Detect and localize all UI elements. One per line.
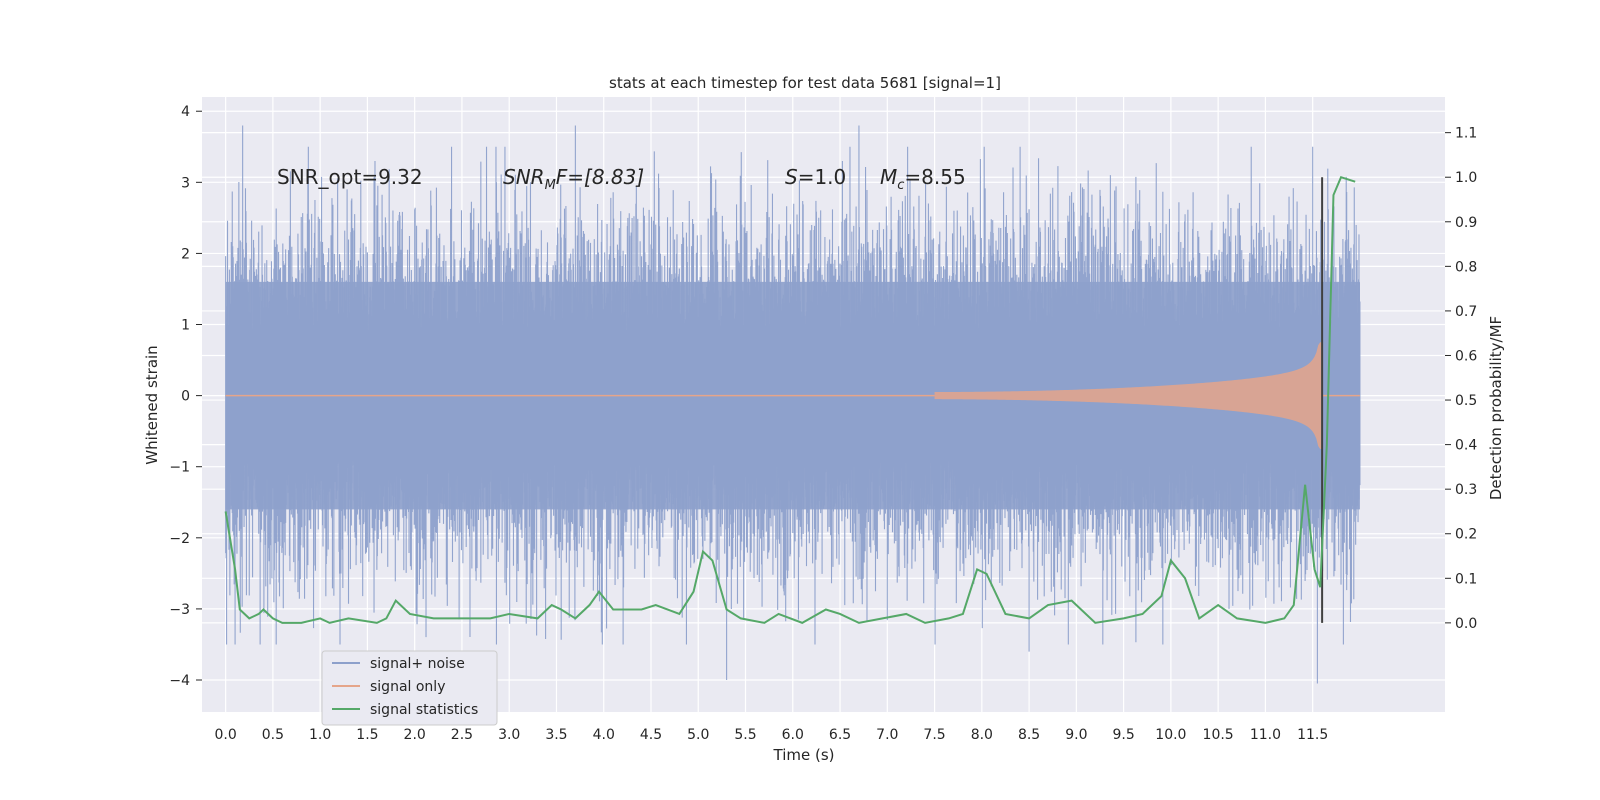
y2-tick-label: 0.3 xyxy=(1455,482,1477,498)
y-tick-label: 1 xyxy=(181,318,190,334)
x-tick-label: 10.5 xyxy=(1203,727,1234,743)
y-tick-label: −4 xyxy=(169,673,190,689)
x-tick-label: 4.0 xyxy=(593,727,615,743)
y2-axis-label: Detection probability/MF xyxy=(1487,316,1505,500)
x-tick-label: 11.0 xyxy=(1250,727,1281,743)
legend-label-signal-statistics: signal statistics xyxy=(370,702,478,718)
annotation-s: S=1.0 xyxy=(785,165,846,189)
y-axis-ticks: 4 3 2 1 0 −1 −2 −3 −4 xyxy=(169,104,202,689)
annotation-snr-mf-rest: F=[8.83] xyxy=(556,165,644,189)
x-tick-label: 11.5 xyxy=(1297,727,1328,743)
y2-tick-label: 1.0 xyxy=(1455,170,1477,186)
legend-box xyxy=(321,650,498,726)
y-axis-label: Whitened strain xyxy=(143,345,161,464)
x-tick-label: 6.0 xyxy=(782,727,804,743)
y-tick-label: −1 xyxy=(169,460,190,476)
legend: signal+ noise signal only signal statist… xyxy=(321,650,498,726)
x-tick-label: 2.5 xyxy=(451,727,473,743)
x-tick-label: 8.0 xyxy=(971,727,993,743)
x-tick-label: 6.5 xyxy=(829,727,851,743)
annotation-mc-sub: c xyxy=(897,178,904,193)
x-tick-label: 7.5 xyxy=(923,727,945,743)
annotation-mc-label: M xyxy=(880,165,897,189)
y2-tick-label: 0.8 xyxy=(1455,259,1477,275)
x-tick-label: 2.0 xyxy=(404,727,426,743)
y2-tick-label: 0.1 xyxy=(1455,571,1477,587)
signal-chirp xyxy=(934,342,1323,449)
x-tick-label: 1.0 xyxy=(309,727,331,743)
x-tick-label: 10.0 xyxy=(1155,727,1186,743)
annotation-snr-opt: SNR_opt=9.32 xyxy=(277,165,423,189)
x-tick-label: 0.5 xyxy=(262,727,284,743)
legend-label-signal-only: signal only xyxy=(370,679,445,695)
x-tick-label: 9.0 xyxy=(1065,727,1087,743)
x-tick-label: 7.0 xyxy=(876,727,898,743)
annotation-s-label: S xyxy=(785,165,798,189)
x-tick-label: 3.0 xyxy=(498,727,520,743)
x-tick-label: 5.5 xyxy=(734,727,756,743)
x-tick-label: 8.5 xyxy=(1018,727,1040,743)
annotation-s-value: =1.0 xyxy=(798,165,847,189)
x-tick-label: 4.5 xyxy=(640,727,662,743)
x-tick-label: 5.0 xyxy=(687,727,709,743)
annotation-snr-mf-sub: M xyxy=(545,178,556,193)
y-tick-label: −2 xyxy=(169,531,190,547)
y-tick-label: 3 xyxy=(181,175,190,191)
y-tick-label: −3 xyxy=(169,602,190,618)
annotation-mc: Mc=8.55 xyxy=(880,165,966,193)
chart-title: stats at each timestep for test data 568… xyxy=(609,74,1001,92)
annotation-mc-value: =8.55 xyxy=(904,165,965,189)
statistics-line xyxy=(224,175,1356,624)
x-axis-label: Time (s) xyxy=(773,746,835,764)
y-tick-label: 2 xyxy=(181,246,190,262)
x-tick-label: 9.5 xyxy=(1112,727,1134,743)
annotation-snr-mf: SNRMF=[8.83] xyxy=(503,165,644,193)
y-tick-label: 4 xyxy=(181,104,190,120)
y2-tick-label: 0.2 xyxy=(1455,527,1477,543)
y2-tick-label: 0.7 xyxy=(1455,304,1477,320)
y2-axis-ticks: 1.1 1.0 0.9 0.8 0.7 0.6 0.5 0.4 0.3 0.2 0.1 0.0 xyxy=(1445,126,1477,632)
x-axis-ticks: 0.0 0.5 1.0 1.5 2.0 2.5 3.0 3.5 4.0 4.5 5.0 5.5 6.0 6… xyxy=(214,727,1328,743)
y-tick-label: 0 xyxy=(181,389,190,405)
x-tick-label: 3.5 xyxy=(545,727,567,743)
y2-tick-label: 0.6 xyxy=(1455,348,1477,364)
x-tick-label: 0.0 xyxy=(214,727,236,743)
legend-label-signal-noise: signal+ noise xyxy=(370,656,465,672)
y2-tick-label: 0.0 xyxy=(1455,616,1477,632)
x-tick-label: 1.5 xyxy=(356,727,378,743)
annotation-snr-mf-base: SNR xyxy=(503,165,545,189)
y2-tick-label: 0.5 xyxy=(1455,393,1477,409)
y2-tick-label: 0.4 xyxy=(1455,438,1477,454)
y2-tick-label: 1.1 xyxy=(1455,126,1477,142)
series-signal-statistics xyxy=(224,175,1356,624)
y2-tick-label: 0.9 xyxy=(1455,215,1477,231)
